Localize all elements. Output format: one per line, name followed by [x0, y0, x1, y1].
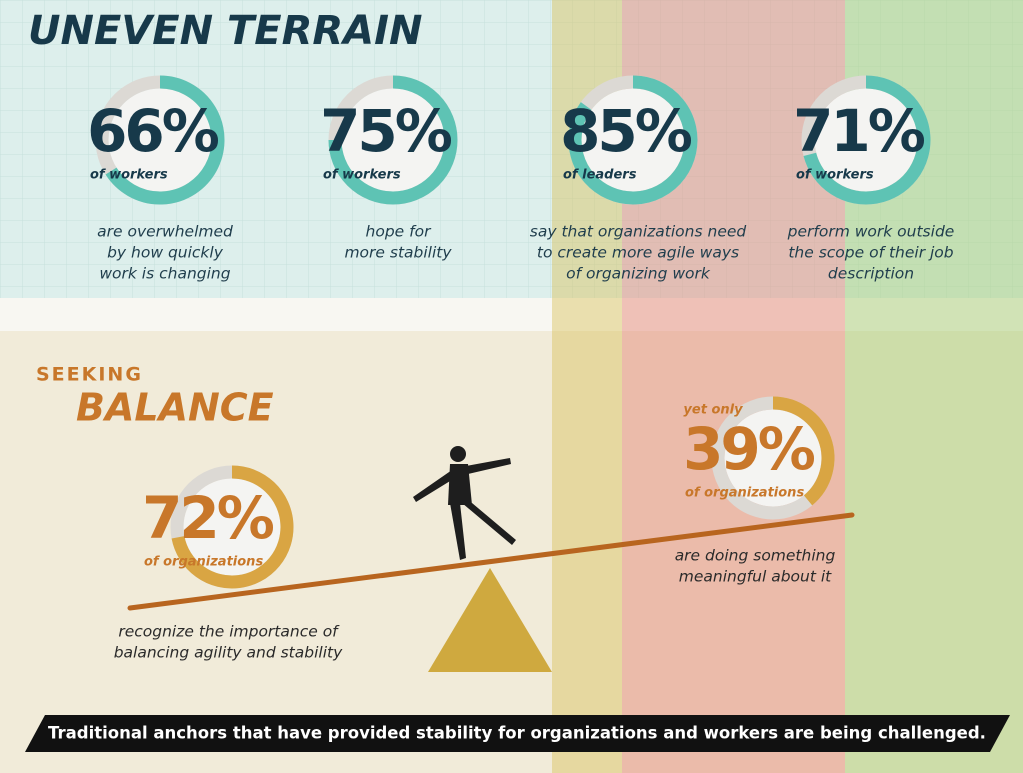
stat-description: hope for	[366, 223, 433, 241]
stat-description: recognize the importance of	[118, 623, 340, 641]
stat-description: to create more agile ways	[537, 244, 739, 262]
stat-description: of organizing work	[566, 265, 711, 283]
stats: 66% of workers are overwhelmed by how quick…	[87, 75, 955, 283]
ring-inner	[581, 88, 685, 192]
stat-description: the scope of their job	[788, 244, 953, 262]
section-title: BALANCE	[76, 386, 274, 430]
stat-number: 72%	[142, 484, 274, 552]
stat-description: say that organizations need	[530, 223, 747, 241]
footer-banner	[25, 715, 1010, 752]
ring-inner	[183, 478, 281, 576]
ring-inner	[108, 88, 212, 192]
stat-description: are overwhelmed	[97, 223, 233, 241]
stat-group: of workers	[323, 168, 401, 183]
balancing-figure	[413, 446, 516, 560]
ring-arc	[568, 75, 698, 205]
stat-description: work is changing	[99, 265, 230, 283]
stat-group: of workers	[90, 168, 168, 183]
stat-number: 75%	[320, 97, 452, 165]
seesaw	[127, 512, 855, 611]
footer-text: Traditional anchors that have provided s…	[48, 724, 986, 743]
ring-inner	[724, 409, 822, 507]
stat-number: 39%	[683, 415, 815, 483]
ring-inner	[814, 88, 918, 192]
stat-group: of organizations	[685, 486, 804, 501]
stat-description: description	[828, 265, 914, 283]
title: UNEVEN TERRAIN	[28, 8, 423, 54]
stat-description: perform work outside	[787, 223, 955, 241]
ring-arc	[803, 75, 931, 205]
stat-description: by how quickly	[107, 244, 224, 262]
stat-description: are doing something	[675, 547, 836, 565]
stat-number: 71%	[793, 97, 925, 165]
stat-group: of workers	[796, 168, 874, 183]
stat-number: 85%	[560, 97, 692, 165]
kicker: SEEKING	[36, 364, 143, 386]
stat-number: 66%	[87, 97, 219, 165]
balance-stats: 72% of organizations recognize the importa…	[114, 396, 836, 662]
fulcrum	[428, 568, 552, 672]
stat-group: of organizations	[144, 555, 263, 570]
stat-description: balancing agility and stability	[114, 644, 343, 662]
ring-arc	[105, 75, 225, 205]
ring-inner	[341, 88, 445, 192]
ring-arc	[328, 75, 458, 205]
stat-description: meaningful about it	[679, 568, 832, 586]
ring-arc	[171, 465, 294, 589]
stat-prefix: yet only	[683, 403, 743, 418]
stat-group: of leaders	[563, 168, 637, 183]
ring-arc	[772, 396, 835, 506]
stat-description: more stability	[344, 244, 452, 262]
